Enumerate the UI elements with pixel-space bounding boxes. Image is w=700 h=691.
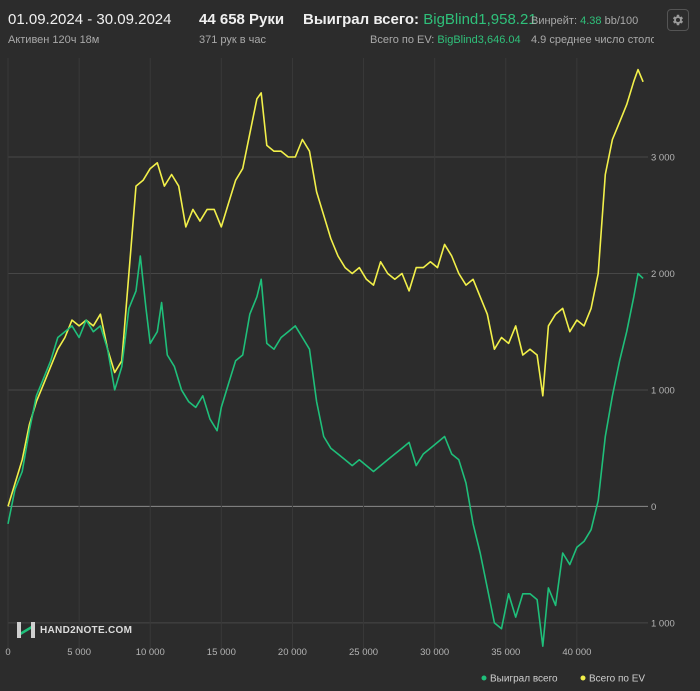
gear-icon [672, 14, 684, 26]
winrate: Винрейт: 4.38 bb/100 [531, 15, 654, 27]
avg-tables: 4.9 среднее число столов [531, 34, 654, 46]
chart-background [0, 58, 700, 691]
y-tick-label: 2 000 [651, 269, 675, 280]
legend-won-label: Выиграл всего [490, 674, 558, 685]
series-group [7, 68, 644, 648]
ev-label: Всего по EV: [370, 34, 435, 46]
y-tick-label: 1 000 [651, 385, 675, 396]
hand2note-logo-icon [17, 622, 35, 638]
x-tick-label: 0 [5, 647, 10, 658]
legend-ev-label: Всего по EV [589, 674, 645, 685]
x-tick-label: 40 000 [562, 647, 591, 658]
chart: 0 5 000 10 000 15 000 20 000 25 000 30 000 35 0… [0, 58, 700, 691]
legend-won-dot [481, 675, 487, 681]
series-line-ev [7, 68, 644, 507]
x-tick-label: 15 000 [207, 647, 236, 658]
y-tick-label: 1 000 [651, 618, 675, 629]
logo: HAND2NOTE.COM [16, 621, 132, 639]
won-label: Выиграл всего: [303, 11, 420, 28]
hands-count: 44 658 Руки [199, 11, 285, 28]
active-time: Активен 120ч 18м [8, 34, 100, 46]
x-tick-label: 30 000 [420, 647, 449, 658]
x-tick-label: 20 000 [278, 647, 307, 658]
y-axis: 3 000 2 000 1 000 0 1 000 [651, 153, 675, 630]
hands-per-hour: 371 рук в час [199, 34, 267, 46]
legend[interactable]: Выиграл всего Всего по EV [481, 674, 646, 685]
won-total: Выиграл всего: BigBlind1,958.21 [303, 11, 537, 28]
won-value: BigBlind1,958.21 [423, 11, 537, 28]
winrate-ratio: bb/100 [604, 15, 639, 27]
y-tick-label: 3 000 [651, 153, 675, 164]
legend-ev-dot [580, 675, 586, 681]
y-tick-label: 0 [651, 502, 656, 513]
ev-total: Всего по EV: BigBlind3,646.04 [370, 34, 521, 46]
x-tick-label: 5 000 [67, 647, 91, 658]
x-tick-label: 10 000 [136, 647, 165, 658]
x-tick-label: 25 000 [349, 647, 378, 658]
header: 01.09.2024 - 30.09.2024 Активен 120ч 18м… [0, 0, 700, 58]
x-axis: 0 5 000 10 000 15 000 20 000 25 000 30 000 35 0… [5, 647, 591, 658]
x-tick-label: 35 000 [491, 647, 520, 658]
series-line-won [7, 255, 644, 648]
logo-text: HAND2NOTE.COM [40, 624, 133, 636]
winrate-label: Винрейт: [531, 15, 578, 27]
winrate-value: 4.38 [580, 15, 602, 27]
ev-value: BigBlind3,646.04 [437, 34, 521, 46]
grid [7, 58, 648, 652]
date-range[interactable]: 01.09.2024 - 30.09.2024 [8, 11, 172, 28]
settings-button[interactable] [667, 9, 689, 31]
